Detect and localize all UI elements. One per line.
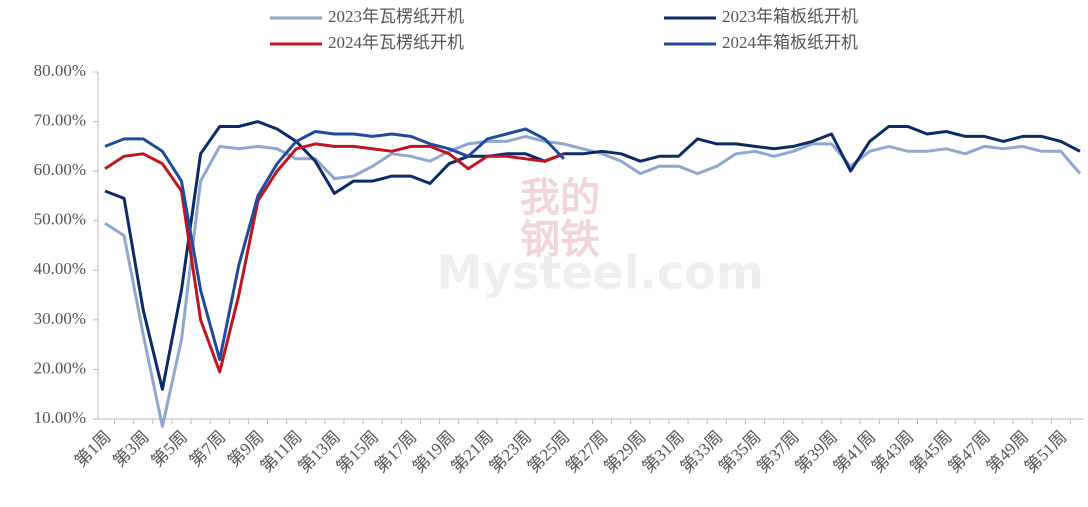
y-tick-label: 20.00% [34, 358, 86, 377]
x-tick-label: 第1周 [71, 427, 114, 470]
legend-label: 2024年瓦楞纸开机 [328, 33, 464, 52]
watermark: Mysteel.com [436, 246, 764, 300]
x-tick-label: 第27周 [562, 427, 611, 476]
x-tick-label: 第5周 [148, 427, 191, 470]
legend-label: 2024年箱板纸开机 [722, 33, 858, 52]
legend-label: 2023年箱板纸开机 [722, 7, 858, 26]
legend-label: 2023年瓦楞纸开机 [328, 7, 464, 26]
x-tick-label: 第49周 [983, 427, 1032, 476]
series-line [104, 142, 565, 374]
x-tick-label: 第7周 [186, 427, 229, 470]
x-tick-label: 第25周 [524, 427, 573, 476]
y-tick-label: 10.00% [34, 408, 86, 427]
x-tick-label: 第23周 [486, 427, 535, 476]
x-tick-label: 第45周 [906, 427, 955, 476]
x-tick-label: 第51周 [1021, 427, 1070, 476]
x-tick-label: 第3周 [109, 427, 152, 470]
x-tick-label: 第17周 [371, 427, 420, 476]
x-tick-label: 第41周 [830, 427, 879, 476]
x-tick-label: 第19周 [409, 427, 458, 476]
x-tick-label: 第11周 [257, 427, 306, 476]
series-line [104, 120, 1081, 391]
x-tick-label: 第39周 [792, 427, 841, 476]
x-tick-label: 第15周 [333, 427, 382, 476]
x-tick-label: 第31周 [639, 427, 688, 476]
y-tick-label: 40.00% [34, 259, 86, 278]
x-tick-label: 第13周 [295, 427, 344, 476]
series-line [104, 127, 565, 361]
x-tick-label: 第33周 [677, 427, 726, 476]
y-tick-label: 60.00% [34, 160, 86, 179]
x-tick-label: 第35周 [715, 427, 764, 476]
y-tick-label: 80.00% [34, 61, 86, 80]
watermark: 我的 [520, 175, 600, 221]
y-tick-label: 50.00% [34, 210, 86, 229]
x-tick-label: 第47周 [945, 427, 994, 476]
x-tick-label: 第43周 [868, 427, 917, 476]
x-tick-label: 第29周 [600, 427, 649, 476]
x-tick-label: 第37周 [753, 427, 802, 476]
x-tick-label: 第21周 [447, 427, 496, 476]
y-tick-label: 30.00% [34, 309, 86, 328]
watermark: 钢铁 [520, 217, 600, 263]
y-tick-label: 70.00% [34, 110, 86, 129]
